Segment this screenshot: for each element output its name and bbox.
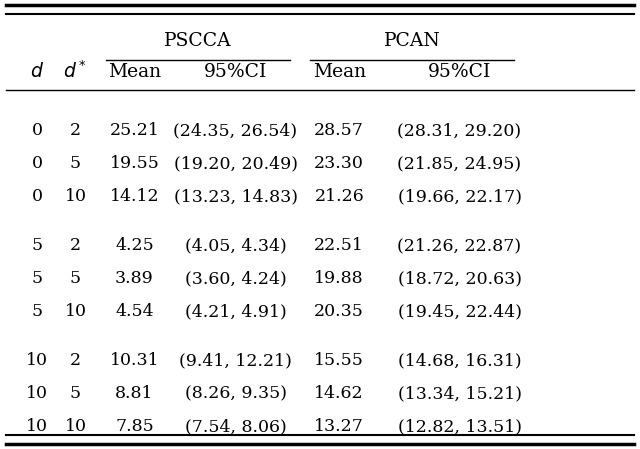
Text: Mean: Mean xyxy=(312,63,366,81)
Text: 5: 5 xyxy=(31,304,43,321)
Text: 0: 0 xyxy=(31,189,43,205)
Text: 2: 2 xyxy=(70,122,81,139)
Text: (21.26, 22.87): (21.26, 22.87) xyxy=(397,237,522,254)
Text: 8.81: 8.81 xyxy=(115,385,154,402)
Text: 5: 5 xyxy=(31,237,43,254)
Text: (14.68, 16.31): (14.68, 16.31) xyxy=(397,352,522,369)
Text: $d$: $d$ xyxy=(30,62,44,81)
Text: 14.62: 14.62 xyxy=(314,385,364,402)
Text: 3.89: 3.89 xyxy=(115,270,154,287)
Text: (8.26, 9.35): (8.26, 9.35) xyxy=(184,385,287,402)
Text: 10: 10 xyxy=(26,352,48,369)
Text: Mean: Mean xyxy=(108,63,161,81)
Text: (7.54, 8.06): (7.54, 8.06) xyxy=(185,418,286,436)
Text: (13.34, 15.21): (13.34, 15.21) xyxy=(397,385,522,402)
Text: (13.23, 14.83): (13.23, 14.83) xyxy=(173,189,298,205)
Text: (19.45, 22.44): (19.45, 22.44) xyxy=(397,304,522,321)
Text: (4.21, 4.91): (4.21, 4.91) xyxy=(185,304,286,321)
Text: 10: 10 xyxy=(26,418,48,436)
Text: 95%CI: 95%CI xyxy=(204,63,268,81)
Text: (9.41, 12.21): (9.41, 12.21) xyxy=(179,352,292,369)
Text: PSCCA: PSCCA xyxy=(164,32,232,50)
Text: 2: 2 xyxy=(70,237,81,254)
Text: 19.55: 19.55 xyxy=(109,155,159,172)
Text: (19.20, 20.49): (19.20, 20.49) xyxy=(173,155,298,172)
Text: 4.25: 4.25 xyxy=(115,237,154,254)
Text: 7.85: 7.85 xyxy=(115,418,154,436)
Text: 14.12: 14.12 xyxy=(109,189,159,205)
Text: 13.27: 13.27 xyxy=(314,418,364,436)
Text: 15.55: 15.55 xyxy=(314,352,364,369)
Text: 0: 0 xyxy=(31,122,43,139)
Text: (21.85, 24.95): (21.85, 24.95) xyxy=(397,155,522,172)
Text: 10: 10 xyxy=(65,418,86,436)
Text: 25.21: 25.21 xyxy=(109,122,159,139)
Text: (24.35, 26.54): (24.35, 26.54) xyxy=(173,122,298,139)
Text: 0: 0 xyxy=(31,155,43,172)
Text: (19.66, 22.17): (19.66, 22.17) xyxy=(397,189,522,205)
Text: 10: 10 xyxy=(26,385,48,402)
Text: 21.26: 21.26 xyxy=(314,189,364,205)
Text: 2: 2 xyxy=(70,352,81,369)
Text: 10: 10 xyxy=(65,189,86,205)
Text: (3.60, 4.24): (3.60, 4.24) xyxy=(185,270,286,287)
Text: 23.30: 23.30 xyxy=(314,155,364,172)
Text: 95%CI: 95%CI xyxy=(428,63,492,81)
Text: 10: 10 xyxy=(65,304,86,321)
Text: 10.31: 10.31 xyxy=(109,352,159,369)
Text: (18.72, 20.63): (18.72, 20.63) xyxy=(397,270,522,287)
Text: 22.51: 22.51 xyxy=(314,237,364,254)
Text: $d^*$: $d^*$ xyxy=(63,61,88,82)
Text: PCAN: PCAN xyxy=(384,32,440,50)
Text: (4.05, 4.34): (4.05, 4.34) xyxy=(185,237,286,254)
Text: 19.88: 19.88 xyxy=(314,270,364,287)
Text: 5: 5 xyxy=(70,270,81,287)
Text: 20.35: 20.35 xyxy=(314,304,364,321)
Text: 28.57: 28.57 xyxy=(314,122,364,139)
Text: 5: 5 xyxy=(31,270,43,287)
Text: (28.31, 29.20): (28.31, 29.20) xyxy=(397,122,522,139)
Text: 4.54: 4.54 xyxy=(115,304,154,321)
Text: 5: 5 xyxy=(70,155,81,172)
Text: (12.82, 13.51): (12.82, 13.51) xyxy=(397,418,522,436)
Text: 5: 5 xyxy=(70,385,81,402)
